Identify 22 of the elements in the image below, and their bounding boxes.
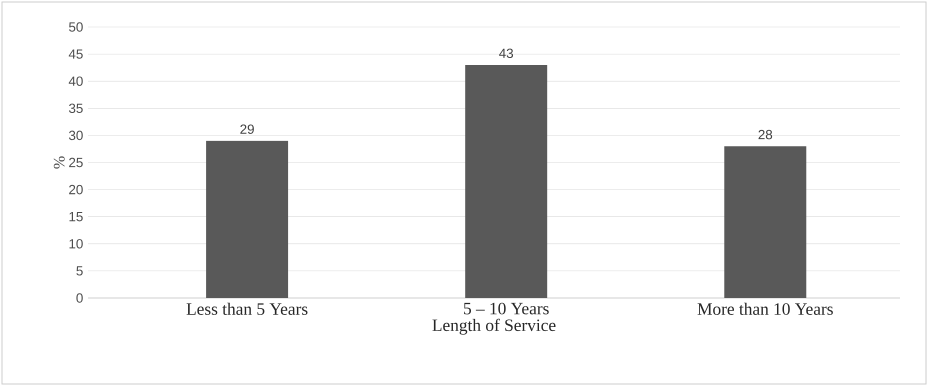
x-tick-label: Less than 5 Years: [186, 302, 308, 315]
bar: [724, 146, 806, 298]
y-tick-label: 30: [68, 130, 83, 140]
x-tick-label: 5 – 10 Years: [464, 302, 549, 314]
data-label: 28: [758, 130, 772, 140]
y-tick-label: 20: [69, 184, 83, 194]
x-axis-title: Length of Service: [432, 318, 556, 335]
bar: [465, 64, 548, 298]
y-tick-label: 15: [69, 212, 83, 222]
y-tick-label: 25: [69, 158, 83, 168]
data-label: 43: [499, 48, 514, 58]
y-tick-label: 10: [69, 239, 83, 249]
x-tick-label: More than 10 Years: [698, 302, 833, 315]
y-tick-label: 5: [76, 266, 83, 276]
data-label: 29: [240, 124, 254, 134]
y-tick-label: 50: [69, 22, 83, 32]
y-tick-label: 35: [68, 104, 83, 114]
y-axis-title: %: [54, 156, 65, 169]
y-tick-label: 0: [76, 293, 83, 303]
y-tick-label: 45: [68, 49, 83, 59]
y-tick-label: 40: [68, 76, 83, 86]
bar: [206, 140, 288, 298]
